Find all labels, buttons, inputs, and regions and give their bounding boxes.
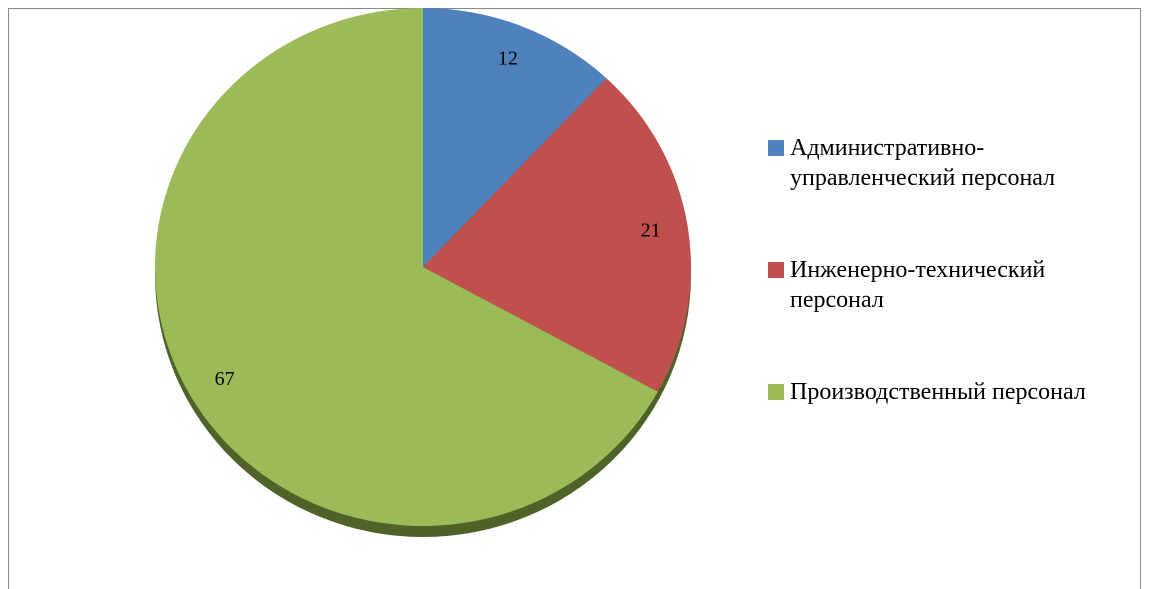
pie-slice [423,8,607,267]
legend-item: Производственный персонал [768,377,1140,407]
legend-item: Административно-управленческий персонал [768,133,1140,193]
legend-swatch [768,384,784,400]
legend-swatch [768,140,784,156]
legend-item: Инженерно-технический персонал [768,255,1140,315]
legend-label: Производственный персонал [790,379,1086,405]
data-label: 21 [641,220,661,242]
legend-label: Административно-управленческий персонал [790,135,1056,191]
legend-swatch [768,262,784,278]
legend-label: Инженерно-технический персонал [790,257,1046,313]
pie-slice [423,78,691,392]
pie-slice [154,8,658,526]
data-label: 67 [215,368,235,390]
data-label: 12 [498,47,518,69]
chart-frame [8,8,1141,589]
